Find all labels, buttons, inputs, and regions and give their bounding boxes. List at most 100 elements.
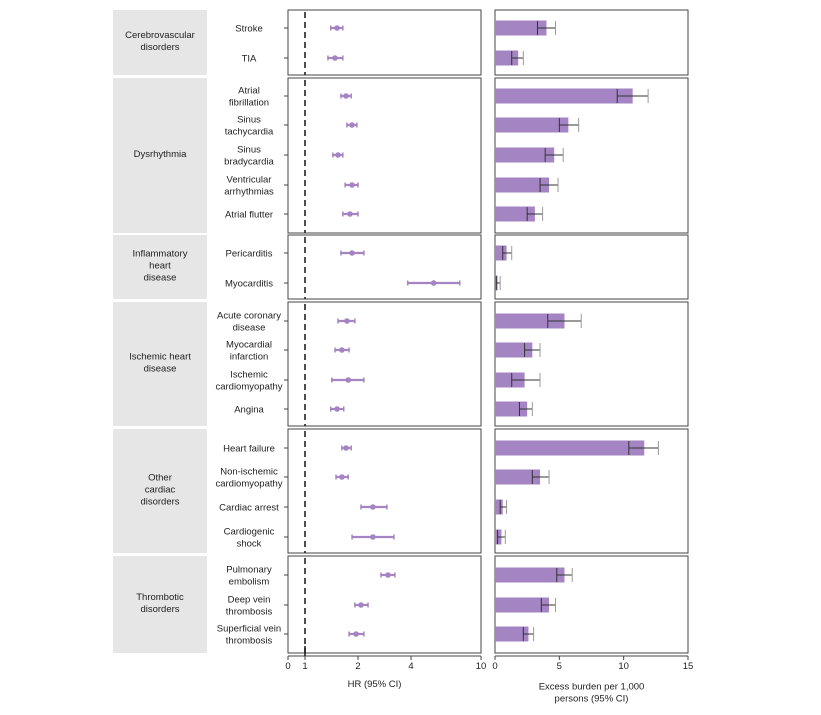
bar-ventricular-arrhythmias (495, 177, 550, 193)
bar-panel-frame (494, 428, 689, 554)
row-label-acute-coronary-disease-line: Acute coronary (217, 311, 281, 322)
bar-non-ischemic-cardiomyopathy (495, 469, 541, 485)
group-label-cerebrovascular-disorders-line: disorders (140, 42, 179, 53)
group-label-ischemic-heart-disease: Ischemic heart disease (129, 352, 191, 375)
row-label-sinus-tachycardia: Sinus tachycardia (225, 115, 274, 138)
row-label-superficial-vein-thrombosis: Superficial vein thrombosis (217, 624, 281, 647)
bar-cardiac-arrest (495, 499, 503, 515)
bar-x-tick-label-10: 10 (618, 661, 629, 672)
group-label-ischemic-heart-disease-line: disease (144, 364, 177, 375)
hr-point-cardiac-arrest (370, 504, 376, 510)
group-label-thrombotic-disorders-line: Thrombotic (136, 592, 184, 603)
bar-superficial-vein-thrombosis (495, 626, 529, 642)
row-label-cardiogenic-shock: Cardiogenic shock (224, 527, 275, 550)
hr-point-acute-coronary-disease (344, 318, 350, 324)
bar-x-axis-title: Excess burden per 1,000 persons (95% CI) (539, 682, 645, 705)
hr-point-superficial-vein-thrombosis (353, 631, 359, 637)
bar-x-axis-title-line: Excess burden per 1,000 (539, 682, 645, 693)
row-label-pericarditis: Pericarditis (226, 249, 273, 260)
group-box-cerebrovascular-disorders (113, 10, 207, 75)
bar-x-tick-label-5: 5 (557, 661, 562, 672)
group-label-other-cardiac-disorders-line: disorders (140, 497, 179, 508)
bar-atrial-fibrillation (495, 88, 633, 104)
row-label-sinus-tachycardia-line: tachycardia (225, 127, 274, 138)
row-label-atrial-flutter: Atrial flutter (225, 210, 273, 221)
row-label-ventricular-arrhythmias-line: arrhythmias (224, 187, 274, 198)
row-label-myocarditis-line: Myocarditis (225, 279, 273, 290)
row-label-sinus-tachycardia-line: Sinus (237, 115, 261, 126)
hr-point-atrial-flutter (347, 211, 353, 217)
hr-panel-frame (287, 428, 482, 554)
row-label-cardiogenic-shock-line: Cardiogenic (224, 527, 275, 538)
group-label-dysrhythmia-line: Dysrhythmia (134, 149, 188, 160)
hr-point-tia (332, 55, 338, 61)
row-label-angina-line: Angina (234, 405, 264, 416)
row-label-pulmonary-embolism-line: embolism (229, 577, 270, 588)
hr-forest-panel (287, 9, 482, 654)
row-label-stroke-line: Stroke (235, 24, 262, 35)
row-label-pulmonary-embolism-line: Pulmonary (226, 565, 272, 576)
row-label-myocardial-infarction: Myocardial infarction (226, 340, 272, 363)
hr-x-tick-label-1: 1 (302, 661, 307, 672)
group-label-other-cardiac-disorders-line: Other (148, 473, 172, 484)
bar-myocardial-infarction (495, 342, 533, 358)
hr-x-axis-title: HR (95% CI) (348, 679, 402, 690)
group-box-dysrhythmia (113, 78, 207, 233)
hr-point-stroke (334, 25, 340, 31)
hr-panel-frame (287, 555, 482, 654)
group-label-other-cardiac-disorders-line: cardiac (145, 485, 176, 496)
bar-panel-frame (494, 301, 689, 427)
row-label-stroke: Stroke (235, 24, 262, 35)
group-box-inflammatory-heart-disease (113, 235, 207, 299)
row-label-superficial-vein-thrombosis-line: thrombosis (226, 636, 273, 647)
hr-x-tick-label-4: 4 (408, 661, 413, 672)
row-label-cardiac-arrest-line: Cardiac arrest (219, 503, 279, 514)
hr-point-myocardial-infarction (339, 347, 345, 353)
row-label-ischemic-cardiomyopathy-line: cardiomyopathy (215, 382, 282, 393)
group-box-thrombotic-disorders (113, 556, 207, 653)
group-label-inflammatory-heart-disease: Inflammatory heart disease (133, 249, 188, 284)
bar-ischemic-cardiomyopathy (495, 372, 525, 388)
bar-panel-frame (494, 234, 689, 300)
bar-deep-vein-thrombosis (495, 597, 550, 613)
group-label-cerebrovascular-disorders-line: Cerebrovascular (125, 30, 195, 41)
row-label-acute-coronary-disease: Acute coronary disease (217, 311, 281, 334)
row-label-atrial-fibrillation: Atrial fibrillation (229, 86, 269, 109)
row-label-superficial-vein-thrombosis-line: Superficial vein (217, 624, 281, 635)
hr-point-ventricular-arrhythmias (349, 182, 355, 188)
group-label-dysrhythmia: Dysrhythmia (134, 149, 188, 160)
hr-panel-frame (287, 9, 482, 76)
bar-heart-failure (495, 440, 645, 456)
hr-panel-frame (287, 77, 482, 234)
row-label-myocardial-infarction-line: Myocardial (226, 340, 272, 351)
hr-point-pulmonary-embolism (385, 572, 391, 578)
hr-point-cardiogenic-shock (370, 534, 376, 540)
row-label-ischemic-cardiomyopathy-line: Ischemic (230, 370, 268, 381)
group-label-thrombotic-disorders: Thrombotic disorders (136, 592, 184, 615)
hr-point-sinus-tachycardia (349, 122, 355, 128)
row-label-atrial-fibrillation-line: Atrial (238, 86, 260, 97)
bar-atrial-flutter (495, 206, 535, 222)
axes: 0 1 2 4 10 HR (95% CI) 0 5 10 15 Excess burden per… (285, 646, 693, 705)
bar-pericarditis (495, 245, 507, 261)
hr-point-angina (334, 406, 340, 412)
row-label-myocarditis: Myocarditis (225, 279, 273, 290)
row-label-angina: Angina (234, 405, 264, 416)
hr-x-tick-label-10: 10 (476, 661, 487, 672)
hr-point-deep-vein-thrombosis (358, 602, 364, 608)
row-label-ventricular-arrhythmias: Ventricular arrhythmias (224, 175, 274, 198)
hr-x-tick-label-2: 2 (355, 661, 360, 672)
hr-point-ischemic-cardiomyopathy (345, 377, 352, 383)
bar-tia (495, 50, 519, 66)
row-label-deep-vein-thrombosis-line: thrombosis (226, 607, 273, 618)
group-box-ischemic-heart-disease (113, 302, 207, 426)
group-label-inflammatory-heart-disease-line: heart (149, 261, 171, 272)
hr-point-sinus-bradycardia (335, 152, 341, 158)
row-label-sinus-bradycardia-line: bradycardia (224, 157, 274, 168)
group-label-inflammatory-heart-disease-line: Inflammatory (133, 249, 188, 260)
row-label-heart-failure-line: Heart failure (223, 444, 275, 455)
bar-acute-coronary-disease (495, 313, 565, 329)
hr-point-atrial-fibrillation (343, 93, 349, 99)
group-label-column: Cerebrovascular disordersDysrhythmiaInfla… (113, 10, 207, 653)
